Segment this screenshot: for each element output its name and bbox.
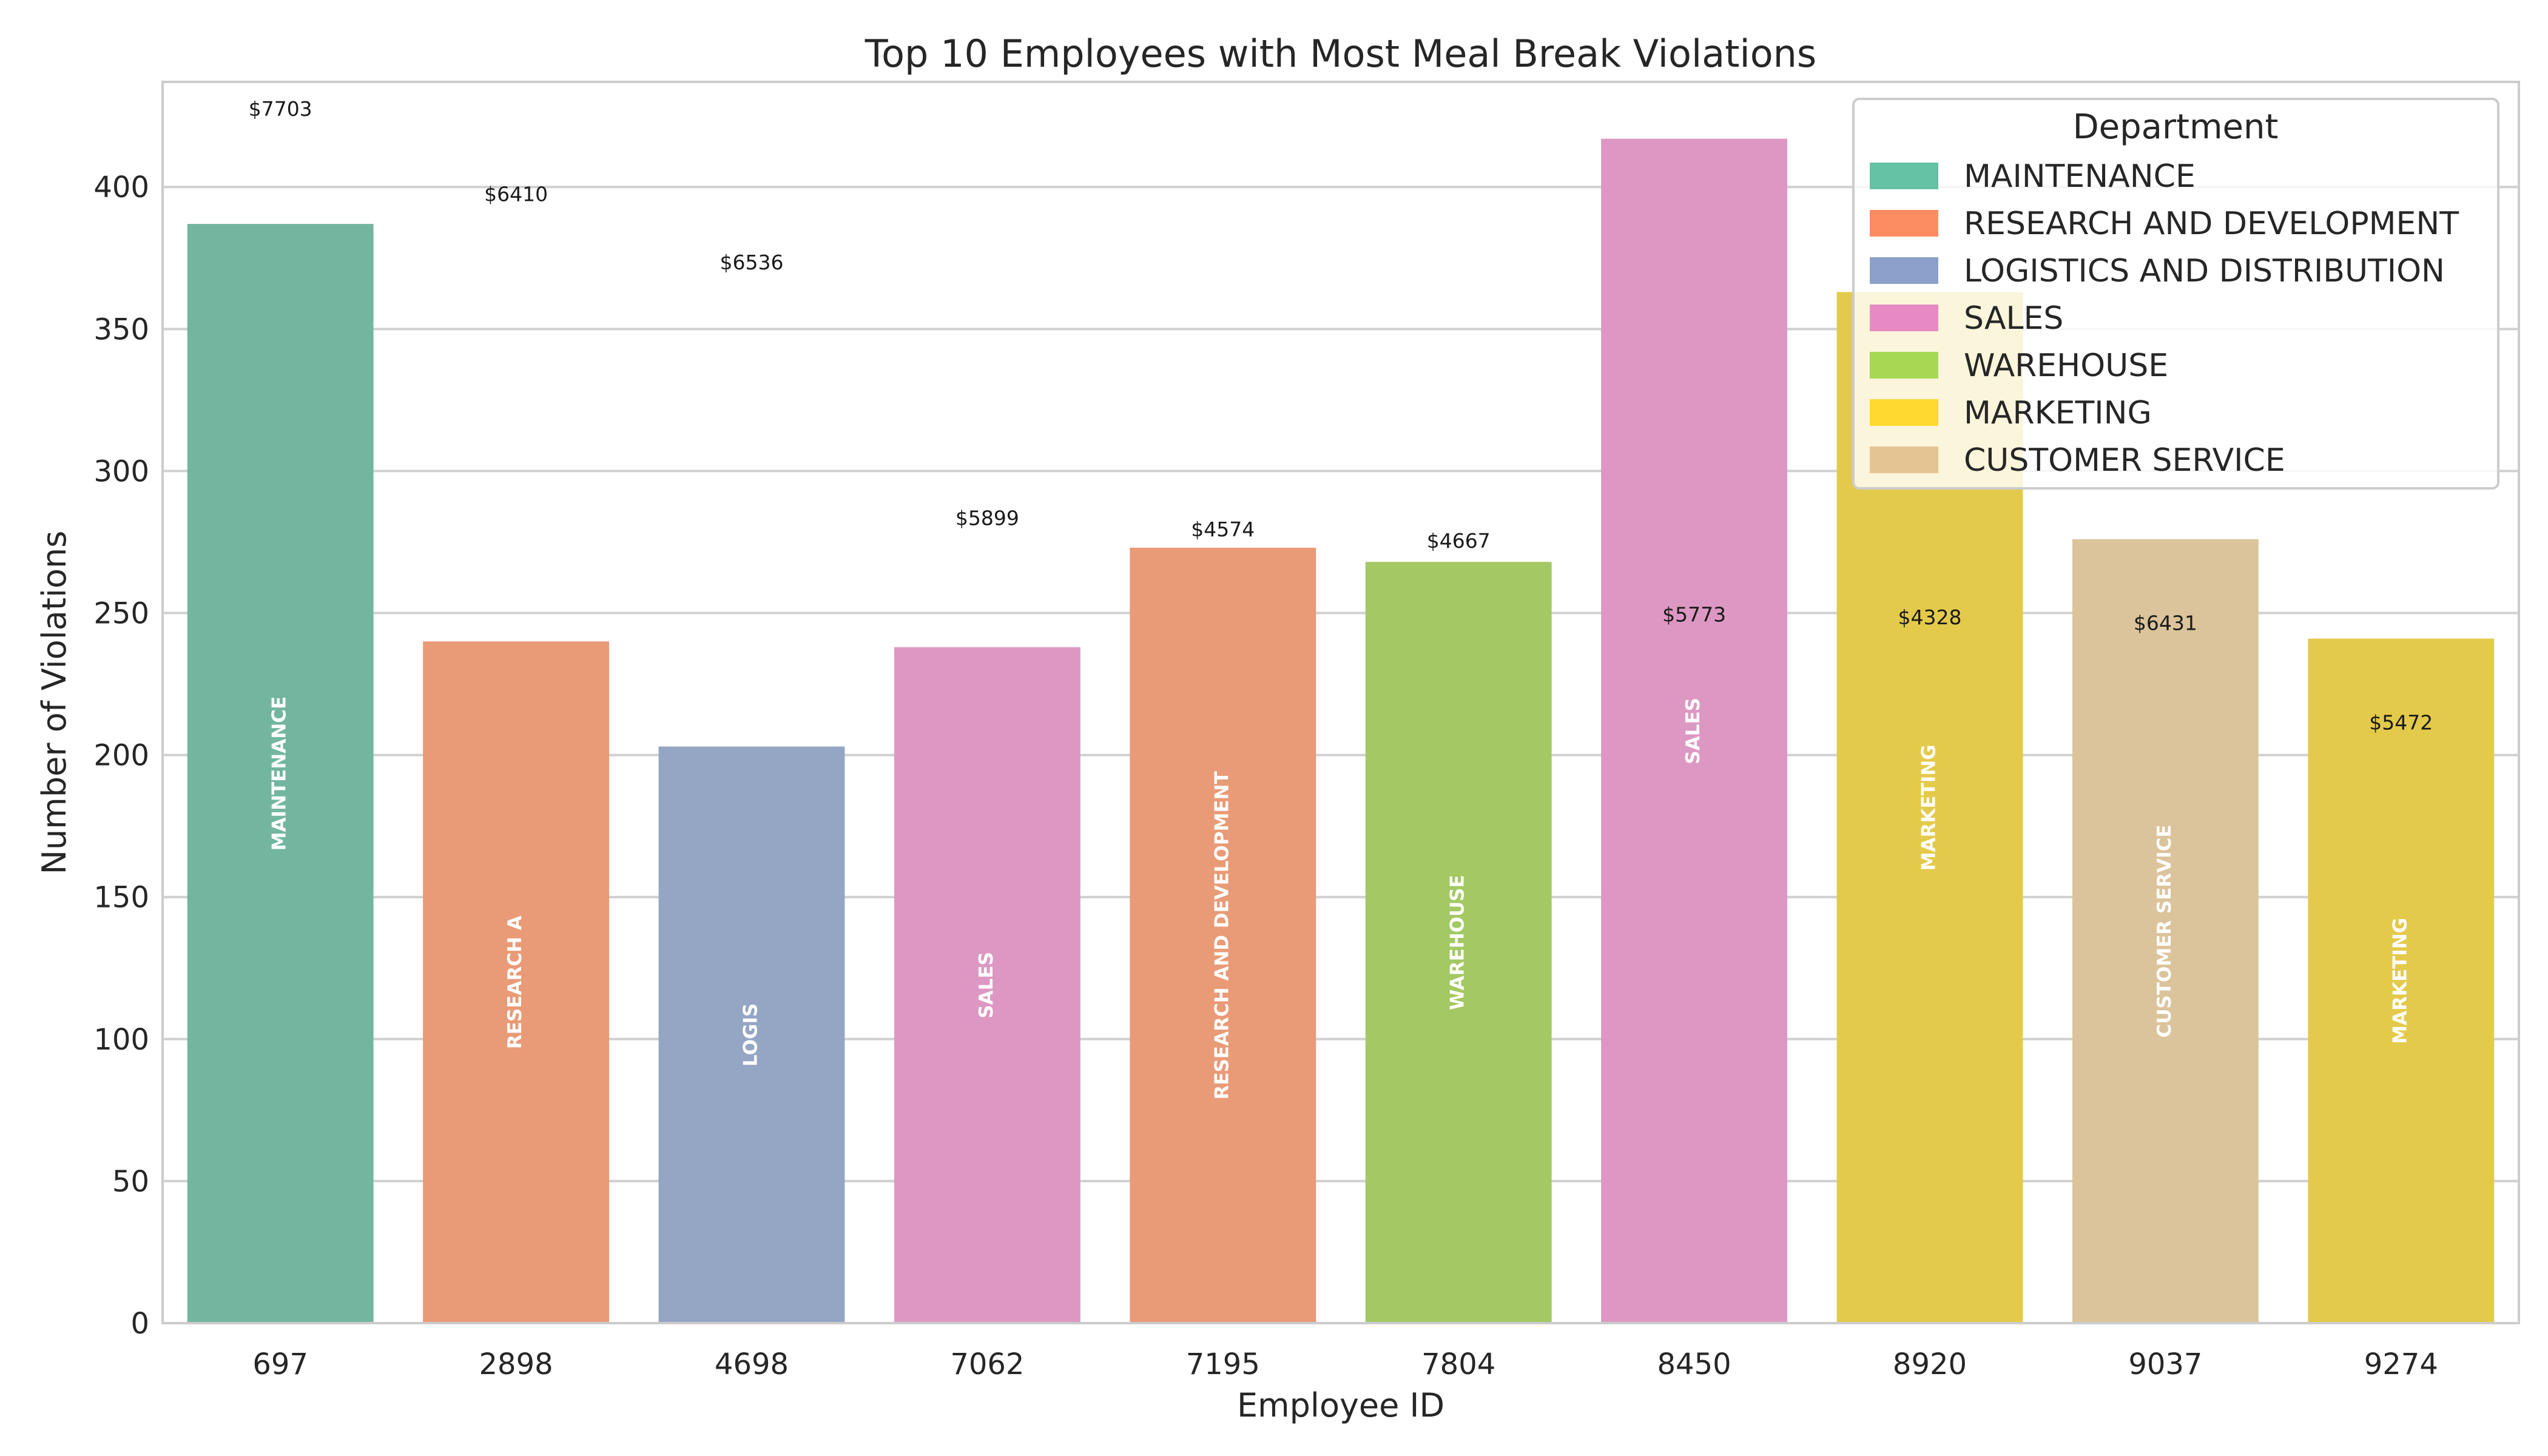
bar-9037: [2072, 539, 2259, 1323]
x-axis-label: Employee ID: [1237, 1386, 1444, 1424]
x-tick-label: 4698: [715, 1347, 789, 1381]
cost-label: $4667: [1427, 529, 1491, 553]
bar-697: [187, 224, 374, 1324]
chart-title: Top 10 Employees with Most Meal Break Vi…: [864, 32, 1816, 76]
x-tick-labels: 697 2898 4698 7062 7195 7804 8450 8920 9037 9274: [252, 1347, 2438, 1381]
bar-department-label: WAREHOUSE: [1447, 875, 1469, 1010]
cost-label: $4574: [1191, 517, 1255, 541]
y-tick-label: 350: [93, 312, 149, 346]
y-tick-label: 50: [112, 1165, 149, 1199]
y-tick-label: 300: [93, 454, 149, 488]
cost-label: $5472: [2369, 710, 2433, 734]
legend-box: [1852, 98, 2499, 490]
bars: [187, 138, 2495, 1324]
y-axis-label: Number of Violations: [35, 531, 73, 875]
legend-swatch: [1870, 163, 1938, 189]
legend-swatch: [1870, 447, 1938, 473]
y-tick-label: 250: [93, 597, 149, 631]
x-tick-label: 2898: [479, 1347, 553, 1381]
legend-swatch: [1870, 257, 1938, 284]
y-tick-label: 100: [93, 1023, 149, 1057]
legend-swatch: [1870, 210, 1938, 237]
legend-swatch: [1870, 352, 1938, 379]
bar-department-label: CUSTOMER SERVICE: [2154, 824, 2176, 1037]
x-tick-label: 7804: [1421, 1347, 1495, 1381]
cost-label: $6410: [484, 183, 548, 206]
x-tick-label: 697: [252, 1347, 308, 1381]
bar-4698: [658, 746, 845, 1323]
legend-entry-label: LOGISTICS AND DISTRIBUTION: [1964, 253, 2445, 289]
plot-frame: [161, 81, 2520, 1324]
legend-entry-label: RESEARCH AND DEVELOPMENT: [1964, 206, 2459, 242]
x-tick-label: 7062: [950, 1347, 1024, 1381]
legend-swatch: [1870, 399, 1938, 426]
legend-items: MAINTENANCE RESEARCH AND DEVELOPMENT LOGIS…: [1870, 158, 2459, 479]
x-tick-label: 9037: [2128, 1347, 2202, 1381]
legend-entry-label: WAREHOUSE: [1964, 348, 2168, 384]
bar-department-label: MAINTENANCE: [269, 696, 291, 851]
x-tick-label: 8450: [1657, 1347, 1731, 1381]
y-tick-label: 400: [93, 170, 149, 204]
bar-department-label: SALES: [976, 952, 997, 1019]
y-tick-labels: 0 50 100 150 200 250 300 350 400: [93, 170, 149, 1341]
bar-7195: [1130, 547, 1316, 1324]
cost-label: $5773: [1662, 603, 1726, 627]
bar-9274: [2308, 638, 2495, 1323]
x-tick-label: 9274: [2364, 1347, 2438, 1381]
bar-8450: [1601, 138, 1788, 1324]
cost-label: $6431: [2134, 612, 2197, 635]
y-tick-label: 150: [93, 881, 149, 915]
legend-swatch: [1870, 305, 1938, 331]
legend-entry-label: MAINTENANCE: [1964, 158, 2196, 195]
bar-department-label: RESEARCH AND DEVELOPMENT: [1211, 771, 1233, 1099]
bar-department-label: MARKETING: [2389, 918, 2411, 1044]
legend-entry-label: CUSTOMER SERVICE: [1964, 442, 2285, 479]
legend-entry-label: SALES: [1964, 300, 2063, 337]
bar-department-label: RESEARCH A: [504, 915, 526, 1049]
value-labels: $7703 MAINTENANCE $6410 RESEARCH A $6536 LOGI…: [249, 97, 2433, 1099]
bar-department-label: MARKETING: [1918, 744, 1940, 871]
legend-title: Department: [2073, 107, 2279, 147]
y-tick-label: 0: [130, 1307, 149, 1341]
bar-2898: [423, 641, 610, 1323]
cost-label: $6536: [720, 251, 784, 274]
bar-7804: [1365, 562, 1552, 1323]
cost-label: $4328: [1898, 605, 1962, 629]
y-tick-label: 200: [93, 739, 149, 773]
bar-department-label: LOGIS: [740, 1003, 762, 1067]
legend-entry-label: MARKETING: [1964, 395, 2152, 431]
legend: Department MAINTENANCE RESEARCH AND DEVEL…: [1852, 98, 2499, 490]
cost-label: $5899: [956, 506, 1019, 530]
bar-department-label: SALES: [1682, 698, 1704, 764]
bar-7062: [894, 647, 1080, 1323]
x-tick-label: 8920: [1893, 1347, 1967, 1381]
cost-label: $7703: [249, 97, 312, 121]
x-tick-label: 7195: [1186, 1347, 1260, 1381]
